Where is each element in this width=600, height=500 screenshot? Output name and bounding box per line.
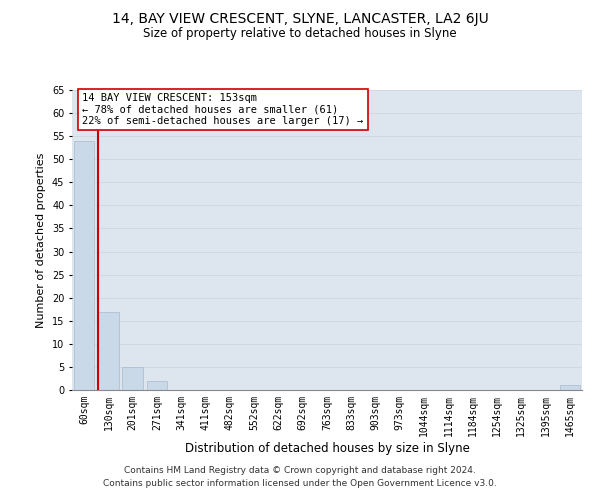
Bar <box>98 312 119 390</box>
Bar <box>74 141 94 390</box>
X-axis label: Distribution of detached houses by size in Slyne: Distribution of detached houses by size … <box>185 442 469 454</box>
Y-axis label: Number of detached properties: Number of detached properties <box>37 152 46 328</box>
Text: Contains HM Land Registry data © Crown copyright and database right 2024.
Contai: Contains HM Land Registry data © Crown c… <box>103 466 497 487</box>
Bar <box>122 367 143 390</box>
Text: 14, BAY VIEW CRESCENT, SLYNE, LANCASTER, LA2 6JU: 14, BAY VIEW CRESCENT, SLYNE, LANCASTER,… <box>112 12 488 26</box>
Bar <box>560 386 580 390</box>
Text: Size of property relative to detached houses in Slyne: Size of property relative to detached ho… <box>143 28 457 40</box>
Bar <box>146 381 167 390</box>
Text: 14 BAY VIEW CRESCENT: 153sqm
← 78% of detached houses are smaller (61)
22% of se: 14 BAY VIEW CRESCENT: 153sqm ← 78% of de… <box>82 93 364 126</box>
